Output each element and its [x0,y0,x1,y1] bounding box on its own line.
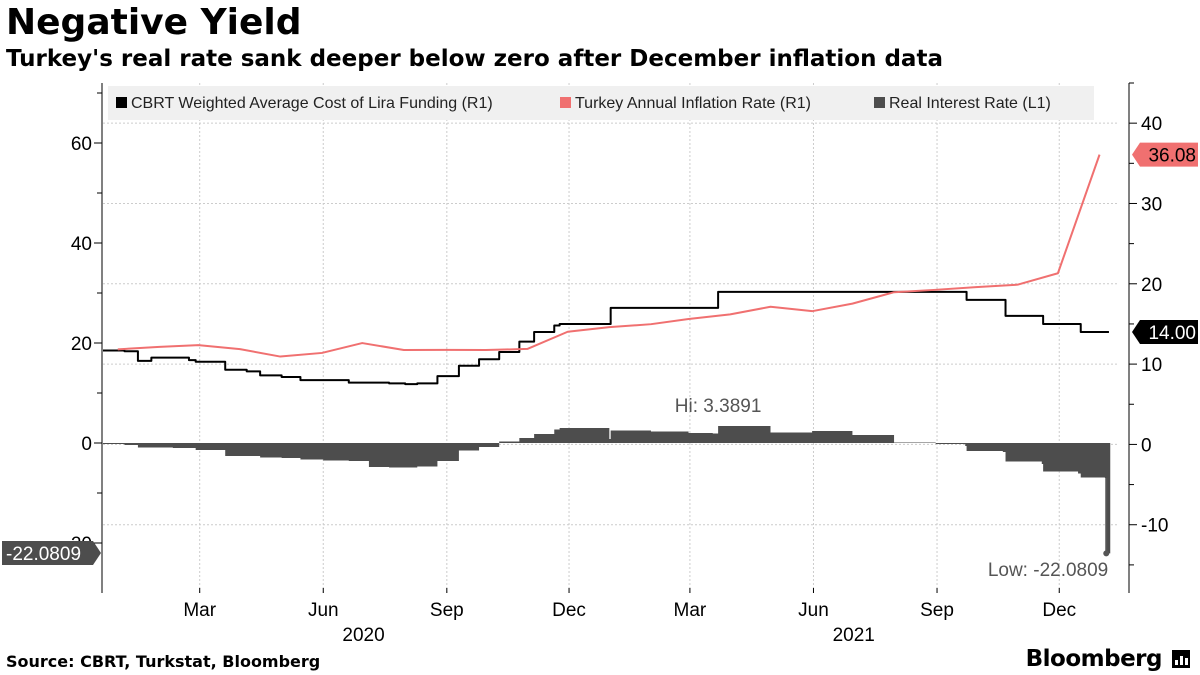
left-axis-tick-label: 60 [71,134,92,155]
right-axis-tick-label: 30 [1141,194,1162,215]
legend-label: Turkey Annual Inflation Rate (R1) [575,95,811,112]
x-axis-tick-label: Sep [920,600,954,621]
x-axis-tick-label: Dec [552,600,586,621]
chart-subtitle: Turkey's real rate sank deeper below zer… [6,46,943,72]
funding-cost-line [103,290,1109,386]
legend-swatch [116,97,127,108]
legend: CBRT Weighted Average Cost of Lira Fundi… [108,86,1094,120]
right-axis-tick-label: 0 [1141,435,1152,456]
left-axis-tick-label: 40 [71,234,92,255]
right-axis-tick-label: 10 [1141,355,1162,376]
axis-labels: 6040200-20403020100-10MarJunSepDecMarJun… [65,114,1169,646]
right-axis-tick-label: 20 [1141,275,1162,296]
value-tag [1132,142,1198,167]
legend-background [108,86,1094,120]
brand-name: Bloomberg [1025,646,1163,672]
legend-label: CBRT Weighted Average Cost of Lira Fundi… [131,95,493,112]
real-rate-area [103,426,1111,554]
value-tag [2,541,101,565]
left-axis-tick-label: 20 [71,334,92,355]
x-axis-tick-label: Mar [183,600,216,621]
high-annotation: Hi: 3.3891 [675,396,762,417]
left-axis-tick-label: 0 [81,434,92,455]
legend-swatch [874,97,885,108]
value-tag [1132,319,1198,344]
legend-swatch [560,97,571,108]
chart-title: Negative Yield [6,2,302,43]
x-axis-tick-label: Jun [798,600,829,621]
x-axis-year-label: 2021 [833,625,875,646]
right-axis-tick-label: -10 [1141,516,1168,537]
x-axis-tick-label: Jun [308,600,339,621]
axes [94,82,1137,593]
chart-marks [103,154,1111,557]
x-axis-year-label: 2020 [342,625,384,646]
grid-lines [103,83,1117,593]
low-annotation: Low: -22.0809 [988,560,1108,581]
x-axis-tick-label: Dec [1042,600,1076,621]
bloomberg-logo-icon [1172,650,1190,668]
legend-label: Real Interest Rate (L1) [889,95,1051,112]
source-note: Source: CBRT, Turkstat, Bloomberg [6,652,321,671]
x-axis-tick-label: Sep [430,600,464,621]
value-tag-label: -22.0809 [6,544,81,565]
right-axis-tick-label: 40 [1141,114,1162,135]
real-rate-low-point [1103,550,1110,557]
value-tag-label: 36.08 [1148,146,1196,167]
inflation-line [117,154,1101,358]
x-axis-tick-label: Mar [674,600,707,621]
value-tag-label: 14.00 [1148,323,1196,344]
value-tags: 36.08 14.00 -22.0809 [2,142,1198,565]
